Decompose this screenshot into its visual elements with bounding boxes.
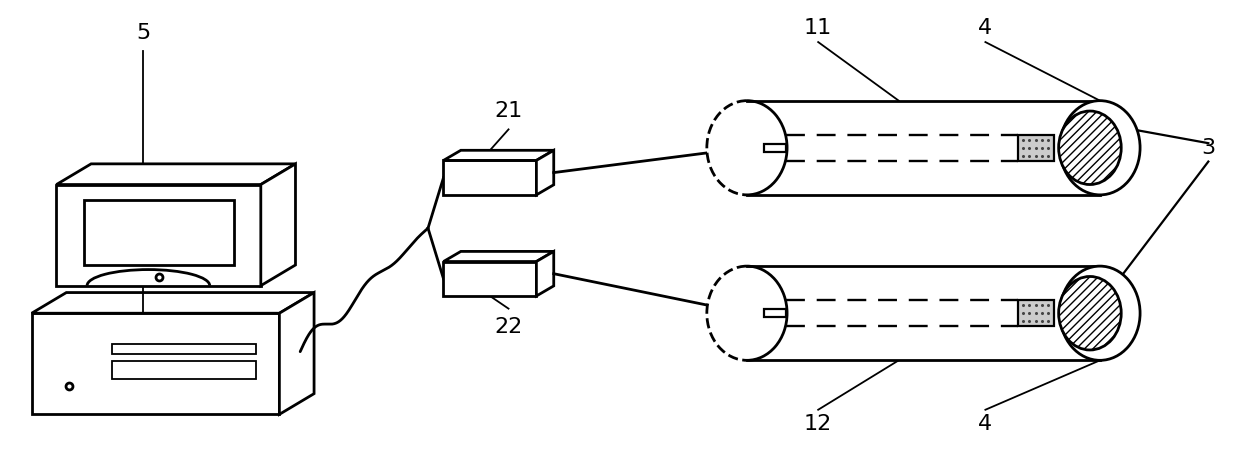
- Polygon shape: [57, 164, 295, 184]
- Polygon shape: [32, 293, 314, 313]
- Text: 12: 12: [804, 414, 832, 433]
- Polygon shape: [537, 150, 554, 195]
- Bar: [1018, 135, 1054, 161]
- Ellipse shape: [1059, 111, 1121, 184]
- Ellipse shape: [1060, 266, 1140, 361]
- Text: 5: 5: [136, 23, 150, 43]
- Bar: [1018, 300, 1054, 326]
- Bar: [57, 184, 260, 286]
- Polygon shape: [444, 150, 554, 160]
- Text: 11: 11: [804, 18, 832, 38]
- Bar: [444, 261, 537, 296]
- Bar: [112, 361, 255, 379]
- Text: 21: 21: [495, 101, 522, 121]
- Polygon shape: [444, 251, 554, 261]
- Bar: [764, 309, 786, 317]
- Bar: [112, 343, 255, 354]
- Text: 22: 22: [495, 317, 522, 337]
- Polygon shape: [260, 164, 295, 286]
- Text: 4: 4: [978, 414, 992, 433]
- Bar: [746, 100, 1100, 195]
- Polygon shape: [279, 293, 314, 414]
- Bar: [746, 266, 1100, 361]
- Ellipse shape: [1060, 100, 1140, 195]
- Ellipse shape: [707, 266, 787, 361]
- Text: 4: 4: [978, 18, 992, 38]
- Bar: [83, 200, 233, 266]
- Ellipse shape: [707, 100, 787, 195]
- Text: 3: 3: [1202, 138, 1215, 158]
- Polygon shape: [537, 251, 554, 296]
- Bar: [32, 313, 279, 414]
- Bar: [444, 160, 537, 195]
- Bar: [764, 144, 786, 152]
- Ellipse shape: [1059, 277, 1121, 350]
